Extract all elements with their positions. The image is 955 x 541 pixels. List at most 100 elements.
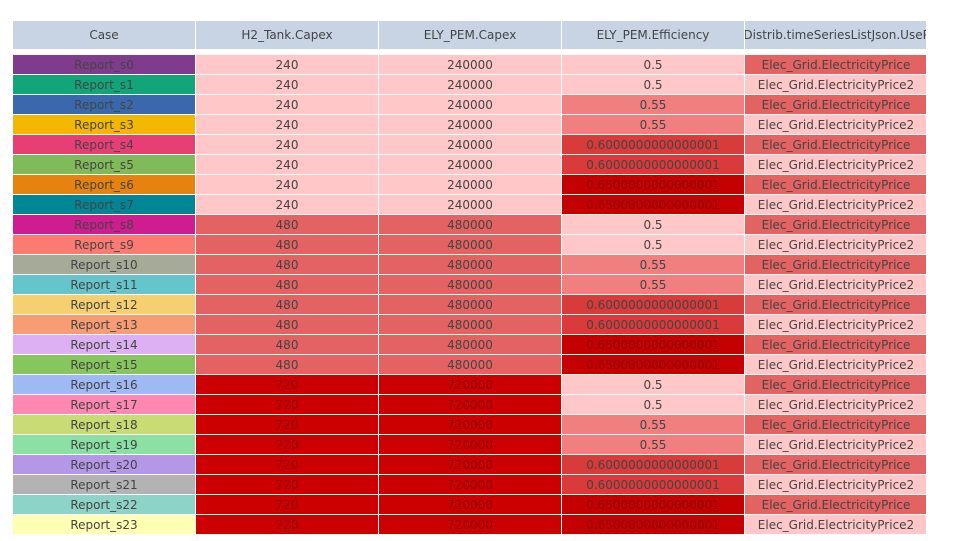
table-row: Report_s7 240 240000 0.6500000000000001 Elec… bbox=[12, 194, 926, 215]
cell-case: Report_s18 bbox=[12, 414, 196, 435]
table-row: Report_s5 240 240000 0.6000000000000001 Elec… bbox=[12, 154, 926, 175]
cell-ely-pem-capex: 480000 bbox=[378, 334, 562, 355]
cell-case: Report_s0 bbox=[12, 54, 196, 75]
cell-use-profile: Elec_Grid.ElectricityPrice2 bbox=[744, 194, 926, 215]
cell-ely-pem-capex: 480000 bbox=[378, 314, 562, 335]
cell-ely-pem-efficiency: 0.55 bbox=[561, 94, 745, 115]
cell-ely-pem-efficiency: 0.6500000000000001 bbox=[561, 334, 745, 355]
table-row: Report_s21 720 720000 0.6000000000000001 Ele… bbox=[12, 474, 926, 495]
cell-h2-tank-capex: 240 bbox=[195, 194, 379, 215]
cell-case: Report_s11 bbox=[12, 274, 196, 295]
cell-h2-tank-capex: 240 bbox=[195, 94, 379, 115]
cell-case: Report_s6 bbox=[12, 174, 196, 195]
table-row: Report_s1 240 240000 0.5 Elec_Grid.Electrici… bbox=[12, 74, 926, 95]
table-row: Report_s23 720 720000 0.6500000000000001 Ele… bbox=[12, 514, 926, 535]
cell-h2-tank-capex: 240 bbox=[195, 154, 379, 175]
cell-use-profile: Elec_Grid.ElectricityPrice2 bbox=[744, 154, 926, 175]
cell-case: Report_s13 bbox=[12, 314, 196, 335]
cell-ely-pem-capex: 720000 bbox=[378, 474, 562, 495]
cell-use-profile: Elec_Grid.ElectricityPrice bbox=[744, 94, 926, 115]
cell-use-profile: Elec_Grid.ElectricityPrice bbox=[744, 214, 926, 235]
cell-ely-pem-capex: 240000 bbox=[378, 134, 562, 155]
header-h2-tank-capex[interactable]: H2_Tank.Capex bbox=[195, 20, 379, 50]
cell-use-profile: Elec_Grid.ElectricityPrice bbox=[744, 494, 926, 515]
cell-ely-pem-efficiency: 0.55 bbox=[561, 114, 745, 135]
cell-case: Report_s1 bbox=[12, 74, 196, 95]
table-row: Report_s16 720 720000 0.5 Elec_Grid.Electric… bbox=[12, 374, 926, 395]
parameter-table-grid: Case H2_Tank.Capex ELY_PEM.Capex ELY_PEM… bbox=[12, 20, 926, 535]
cell-use-profile: Elec_Grid.ElectricityPrice bbox=[744, 414, 926, 435]
header-ely-pem-efficiency[interactable]: ELY_PEM.Efficiency bbox=[561, 20, 745, 50]
cell-case: Report_s22 bbox=[12, 494, 196, 515]
cell-case: Report_s9 bbox=[12, 234, 196, 255]
cell-ely-pem-efficiency: 0.5 bbox=[561, 394, 745, 415]
table-row: Report_s4 240 240000 0.6000000000000001 Elec… bbox=[12, 134, 926, 155]
cell-ely-pem-efficiency: 0.6000000000000001 bbox=[561, 474, 745, 495]
cell-h2-tank-capex: 240 bbox=[195, 114, 379, 135]
cell-case: Report_s3 bbox=[12, 114, 196, 135]
cell-ely-pem-efficiency: 0.55 bbox=[561, 254, 745, 275]
header-case[interactable]: Case bbox=[12, 20, 196, 50]
table-row: Report_s2 240 240000 0.55 Elec_Grid.Electric… bbox=[12, 94, 926, 115]
table-row: Report_s10 480 480000 0.55 Elec_Grid.Electri… bbox=[12, 254, 926, 275]
cell-use-profile: Elec_Grid.ElectricityPrice2 bbox=[744, 514, 926, 535]
table-row: Report_s18 720 720000 0.55 Elec_Grid.Electri… bbox=[12, 414, 926, 435]
cell-h2-tank-capex: 480 bbox=[195, 254, 379, 275]
table-row: Report_s13 480 480000 0.6000000000000001 Ele… bbox=[12, 314, 926, 335]
table-row: Report_s19 720 720000 0.55 Elec_Grid.Electri… bbox=[12, 434, 926, 455]
cell-h2-tank-capex: 480 bbox=[195, 234, 379, 255]
cell-ely-pem-efficiency: 0.5 bbox=[561, 74, 745, 95]
cell-h2-tank-capex: 480 bbox=[195, 354, 379, 375]
cell-use-profile: Elec_Grid.ElectricityPrice2 bbox=[744, 114, 926, 135]
table-row: Report_s0 240 240000 0.5 Elec_Grid.Electrici… bbox=[12, 54, 926, 75]
cell-use-profile: Elec_Grid.ElectricityPrice bbox=[744, 254, 926, 275]
cell-ely-pem-capex: 720000 bbox=[378, 454, 562, 475]
header-use-profile[interactable]: Elec_Distrib.timeSeriesListJson.UseProfi… bbox=[744, 20, 926, 50]
cell-h2-tank-capex: 480 bbox=[195, 274, 379, 295]
cell-case: Report_s4 bbox=[12, 134, 196, 155]
cell-use-profile: Elec_Grid.ElectricityPrice bbox=[744, 454, 926, 475]
cell-ely-pem-capex: 240000 bbox=[378, 154, 562, 175]
header-ely-pem-capex[interactable]: ELY_PEM.Capex bbox=[378, 20, 562, 50]
cell-case: Report_s15 bbox=[12, 354, 196, 375]
cell-ely-pem-capex: 240000 bbox=[378, 194, 562, 215]
cell-use-profile: Elec_Grid.ElectricityPrice2 bbox=[744, 234, 926, 255]
cell-ely-pem-capex: 720000 bbox=[378, 514, 562, 535]
cell-ely-pem-capex: 720000 bbox=[378, 434, 562, 455]
cell-ely-pem-efficiency: 0.5 bbox=[561, 234, 745, 255]
cell-ely-pem-capex: 720000 bbox=[378, 494, 562, 515]
cell-h2-tank-capex: 240 bbox=[195, 174, 379, 195]
cell-ely-pem-efficiency: 0.55 bbox=[561, 434, 745, 455]
cell-ely-pem-efficiency: 0.6000000000000001 bbox=[561, 314, 745, 335]
table-row: Report_s11 480 480000 0.55 Elec_Grid.Electri… bbox=[12, 274, 926, 295]
cell-h2-tank-capex: 480 bbox=[195, 334, 379, 355]
cell-ely-pem-efficiency: 0.6500000000000001 bbox=[561, 354, 745, 375]
table-row: Report_s20 720 720000 0.6000000000000001 Ele… bbox=[12, 454, 926, 475]
cell-ely-pem-capex: 480000 bbox=[378, 294, 562, 315]
cell-case: Report_s20 bbox=[12, 454, 196, 475]
cell-h2-tank-capex: 480 bbox=[195, 314, 379, 335]
cell-use-profile: Elec_Grid.ElectricityPrice bbox=[744, 174, 926, 195]
cell-ely-pem-capex: 480000 bbox=[378, 234, 562, 255]
cell-use-profile: Elec_Grid.ElectricityPrice2 bbox=[744, 274, 926, 295]
cell-case: Report_s10 bbox=[12, 254, 196, 275]
table-row: Report_s12 480 480000 0.6000000000000001 Ele… bbox=[12, 294, 926, 315]
cell-h2-tank-capex: 720 bbox=[195, 374, 379, 395]
table-row: Report_s14 480 480000 0.6500000000000001 Ele… bbox=[12, 334, 926, 355]
table-row: Report_s15 480 480000 0.6500000000000001 Ele… bbox=[12, 354, 926, 375]
cell-h2-tank-capex: 720 bbox=[195, 514, 379, 535]
cell-ely-pem-efficiency: 0.6500000000000001 bbox=[561, 194, 745, 215]
table-body: Report_s0 240 240000 0.5 Elec_Grid.Electrici… bbox=[12, 49, 926, 535]
cell-h2-tank-capex: 240 bbox=[195, 134, 379, 155]
cell-case: Report_s12 bbox=[12, 294, 196, 315]
cell-ely-pem-efficiency: 0.6000000000000001 bbox=[561, 134, 745, 155]
cell-h2-tank-capex: 480 bbox=[195, 294, 379, 315]
cell-ely-pem-capex: 240000 bbox=[378, 174, 562, 195]
cell-ely-pem-capex: 240000 bbox=[378, 114, 562, 135]
cell-ely-pem-efficiency: 0.6500000000000001 bbox=[561, 514, 745, 535]
cell-use-profile: Elec_Grid.ElectricityPrice bbox=[744, 134, 926, 155]
cell-use-profile: Elec_Grid.ElectricityPrice bbox=[744, 374, 926, 395]
cell-use-profile: Elec_Grid.ElectricityPrice2 bbox=[744, 434, 926, 455]
cell-h2-tank-capex: 720 bbox=[195, 414, 379, 435]
cell-use-profile: Elec_Grid.ElectricityPrice2 bbox=[744, 354, 926, 375]
